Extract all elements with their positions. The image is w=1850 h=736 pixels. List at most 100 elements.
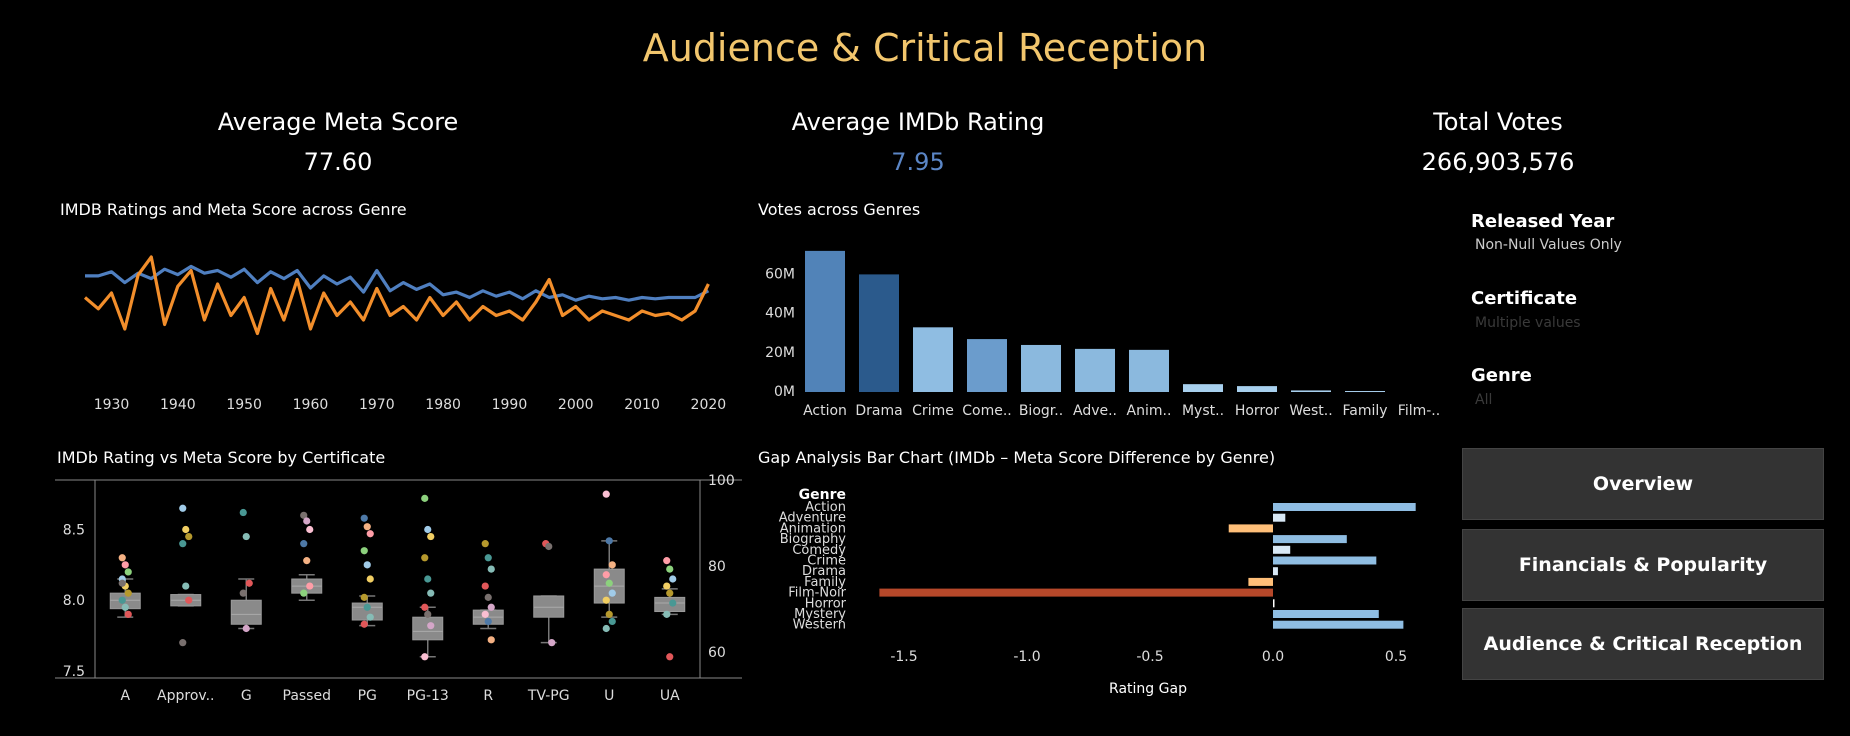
gap-row-label: Drama (802, 564, 846, 579)
bar-horror (1237, 386, 1277, 392)
gap-x-tick-label: -1.0 (1013, 649, 1040, 665)
y-left-tick-label: 8.5 (63, 523, 85, 539)
x-tick-label: PG-13 (407, 688, 449, 704)
scatter-point (303, 517, 311, 525)
scatter-point (360, 514, 368, 522)
scatter-point (666, 653, 674, 661)
scatter-point (121, 603, 129, 611)
scatter-point (124, 568, 132, 576)
y-right-tick-label: 100 (708, 473, 735, 489)
gap-row-header: Genre (799, 487, 846, 503)
bar-action (805, 250, 845, 392)
gap-bar-drama (1273, 567, 1278, 576)
kpi-total-votes-label: Total Votes (1433, 108, 1563, 136)
scatter-point (605, 537, 613, 545)
gap-row-label: Comedy (792, 543, 846, 558)
gap-bar-horror (1273, 599, 1275, 608)
gap-row-label: Horror (805, 596, 847, 611)
gap-row-label: Film-Noir (788, 586, 846, 601)
x-tick-label: 2020 (691, 397, 727, 413)
scatter-point (666, 589, 674, 597)
gap-x-axis-label: Rating Gap (1109, 681, 1187, 697)
scatter-point (669, 575, 677, 583)
scatter-point (421, 494, 429, 502)
x-tick-label: Approv.. (157, 688, 214, 704)
filter-genre-value[interactable]: All (1475, 392, 1493, 408)
certificate-box-chart: 7.5 8.0 8.5 60 80 100 A Approv.. G Passed PG PG-13 R… (55, 473, 742, 704)
scatter-point (118, 579, 126, 587)
bar-adve (1075, 348, 1115, 392)
scatter-point (182, 525, 190, 534)
scatter-point (427, 622, 435, 630)
gap-row-label: Action (805, 500, 846, 515)
x-tick-label: Crime (912, 403, 954, 419)
scatter-point (424, 610, 432, 618)
x-tick-label: 1970 (359, 397, 395, 413)
x-tick-label: TV-PG (527, 688, 570, 704)
bar-crime (913, 327, 953, 392)
gap-row-label: Mystery (794, 607, 846, 622)
nav-audience-button[interactable]: Audience & Critical Reception (1462, 608, 1824, 680)
scatter-point (121, 561, 129, 569)
bar-biogr (1021, 344, 1061, 392)
scatter-point (245, 579, 253, 587)
scatter-point (602, 490, 610, 498)
line-chart-title: IMDB Ratings and Meta Score across Genre (60, 200, 407, 219)
scatter-point (360, 593, 368, 601)
scatter-point (602, 624, 610, 633)
scatter-point (179, 540, 187, 548)
scatter-point (182, 582, 190, 590)
scatter-point (427, 589, 435, 597)
scatter-point (663, 610, 671, 618)
gap-bar-action (1273, 503, 1416, 511)
scatter-point (363, 523, 371, 531)
scatter-point (118, 554, 126, 562)
scatter-point (602, 571, 610, 579)
scatter-point (481, 610, 489, 618)
bar-west (1291, 390, 1331, 392)
scatter-point (300, 589, 308, 597)
scatter-point (421, 603, 429, 611)
nav-overview-button[interactable]: Overview (1462, 448, 1824, 520)
scatter-point (360, 620, 368, 628)
filter-genre-label: Genre (1471, 365, 1532, 386)
y-right-tick-label: 60 (708, 645, 726, 661)
filter-certificate-value[interactable]: Multiple values (1475, 315, 1581, 331)
gap-bar-filmnoir (879, 588, 1273, 597)
scatter-point (484, 554, 492, 562)
gap-x-tick-label: 0.0 (1262, 649, 1284, 665)
scatter-point (605, 610, 613, 618)
gap-row-label: Animation (780, 521, 846, 536)
filter-released-year-value[interactable]: Non-Null Values Only (1475, 237, 1622, 253)
x-tick-label: Biogr.. (1019, 403, 1063, 419)
scatter-point (118, 596, 126, 604)
x-tick-label: U (604, 688, 614, 704)
gap-bar-crime (1273, 556, 1377, 565)
box-body (533, 595, 565, 618)
scatter-point (602, 596, 610, 604)
scatter-point (487, 565, 495, 573)
gap-chart-title: Gap Analysis Bar Chart (IMDb – Meta Scor… (758, 448, 1276, 467)
y-tick-label: 20M (765, 345, 795, 361)
bar-come (967, 339, 1007, 392)
gap-bar-comedy (1273, 545, 1291, 554)
y-right-tick-label: 80 (708, 559, 726, 575)
scatter-point (185, 596, 193, 604)
gap-row-label: Biography (780, 532, 847, 547)
x-tick-label: 1980 (425, 397, 461, 413)
bar-family (1345, 391, 1385, 393)
scatter-point (306, 525, 314, 534)
scatter-point (306, 582, 314, 590)
gap-bar-western (1273, 620, 1404, 629)
scatter-point (608, 617, 616, 626)
scatter-point (424, 525, 432, 534)
scatter-point (481, 582, 489, 590)
x-tick-label: Drama (855, 403, 902, 419)
nav-financials-button[interactable]: Financials & Popularity (1462, 529, 1824, 601)
x-tick-label: Passed (283, 688, 331, 704)
scatter-point (421, 653, 429, 661)
kpi-imdb-rating-label: Average IMDb Rating (791, 108, 1045, 136)
bar-anim (1129, 349, 1169, 392)
x-tick-label: 1990 (492, 397, 528, 413)
filter-released-year-label: Released Year (1471, 211, 1615, 232)
